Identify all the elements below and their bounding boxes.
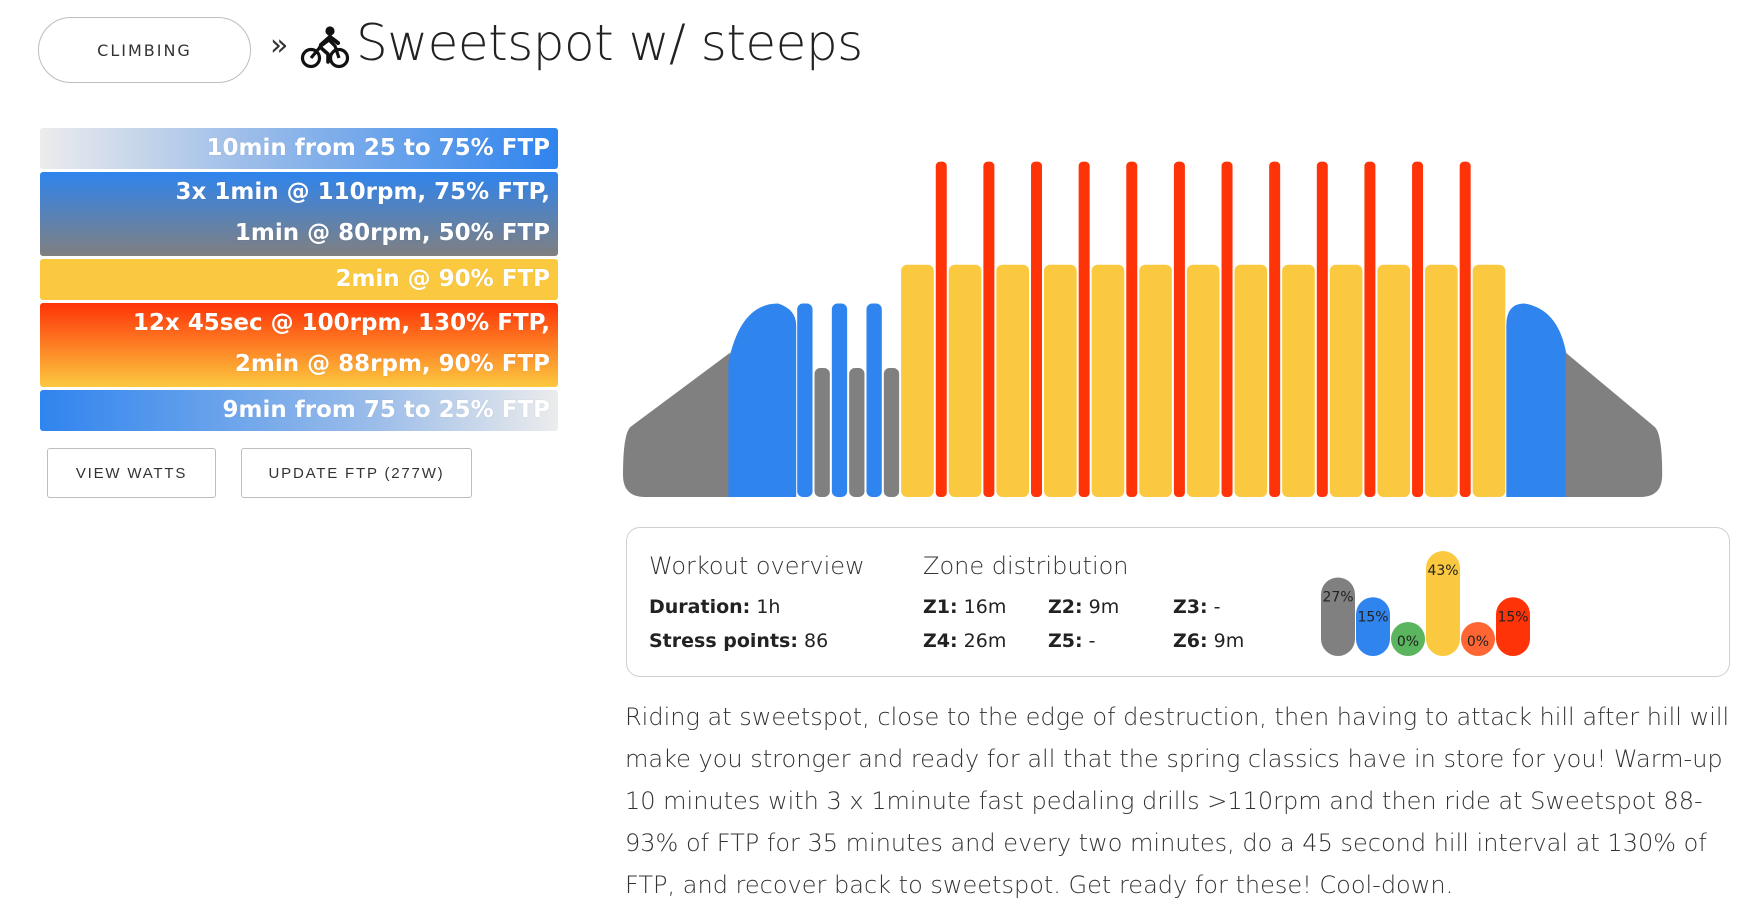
- zone-pill-label: 27%: [1322, 589, 1353, 605]
- zone-label: Z4:: [923, 630, 958, 652]
- interval-off-bar: [1282, 264, 1315, 497]
- workout-profile-chart: [623, 161, 1663, 497]
- interval-off-bar: [1377, 264, 1411, 497]
- duration-label: Duration:: [649, 596, 751, 618]
- interval-off-bar: [1472, 264, 1506, 497]
- category-climbing-button[interactable]: CLIMBING: [38, 17, 251, 83]
- zone-value: 16m: [963, 596, 1007, 618]
- interval-on-bar: [1031, 161, 1043, 497]
- zone-value: -: [1213, 596, 1221, 618]
- zone-z4: Z4: 26m: [923, 630, 1006, 652]
- zone-pill-z1: [1321, 577, 1355, 656]
- interval-off-bar: [1139, 264, 1172, 497]
- step-text: 1min @ 80rpm, 50% FTP: [234, 220, 550, 246]
- interval-off-bar: [1329, 264, 1363, 497]
- stress-value: 86: [804, 630, 829, 652]
- warmup-ramp-high: [728, 303, 797, 497]
- step-pedal-drills: 3x 1min @ 110rpm, 75% FTP, 1min @ 80rpm,…: [40, 172, 558, 256]
- interval-on-bar: [797, 303, 813, 497]
- interval-on-bar: [1173, 161, 1185, 497]
- step-text: 10min from 25 to 75% FTP: [206, 135, 551, 161]
- step-text: 12x 45sec @ 100rpm, 130% FTP,: [132, 310, 550, 336]
- interval-on-bar: [1269, 161, 1281, 497]
- interval-on-bar: [1126, 161, 1138, 497]
- workout-description: Riding at sweetspot, close to the edge o…: [625, 703, 1730, 899]
- interval-on-bar: [831, 303, 848, 497]
- zone-distribution-chart: 27%15%0%43%0%15%: [1321, 551, 1530, 656]
- interval-off-bar: [1234, 264, 1268, 497]
- interval-off-bar: [1044, 264, 1077, 497]
- interval-on-bar: [1221, 161, 1233, 497]
- step-text: 9min from 75 to 25% FTP: [222, 397, 551, 423]
- interval-on-bar: [1316, 161, 1328, 497]
- interval-on-bar: [1412, 161, 1424, 497]
- zone-pill-z5: [1461, 622, 1495, 656]
- stress-label: Stress points:: [649, 630, 798, 652]
- zone-pill-z2: [1356, 597, 1390, 656]
- zone-value: -: [1088, 630, 1096, 652]
- zone-z3: Z3: -: [1173, 596, 1221, 618]
- overview-title: Workout overview: [649, 552, 865, 580]
- update-ftp-button[interactable]: UPDATE FTP (277W): [241, 448, 472, 498]
- zone-pill-z6: [1496, 597, 1530, 656]
- interval-on-bar: [983, 161, 995, 497]
- zone-z1: Z1: 16m: [923, 596, 1006, 618]
- interval-off-bar: [948, 264, 982, 497]
- interval-off-bar: [1186, 264, 1220, 497]
- step-hill-intervals: 12x 45sec @ 100rpm, 130% FTP, 2min @ 88r…: [40, 303, 558, 387]
- zone-label: Z3:: [1173, 596, 1208, 618]
- interval-off-bar: [814, 368, 830, 497]
- zone-pill-label: 0%: [1467, 634, 1489, 650]
- zone-pill-label: 43%: [1427, 563, 1458, 579]
- zone-pill-label: 0%: [1397, 634, 1419, 650]
- interval-on-bar: [866, 303, 882, 497]
- zone-z6: Z6: 9m: [1173, 630, 1244, 652]
- zone-value: 9m: [1088, 596, 1120, 618]
- workout-overview-panel: Workout overview Duration: 1h Stress poi…: [626, 527, 1730, 677]
- zone-label: Z1:: [923, 596, 958, 618]
- steady-bar: [901, 264, 934, 497]
- warmup-ramp-low: [623, 352, 731, 497]
- step-warmup-ramp: 10min from 25 to 75% FTP: [40, 128, 558, 169]
- zone-label: Z5:: [1048, 630, 1083, 652]
- workout-title: Sweetspot w/ steeps: [356, 14, 863, 72]
- interval-on-bar: [935, 161, 947, 497]
- breadcrumb-separator: »: [270, 28, 289, 63]
- interval-off-bar: [996, 264, 1030, 497]
- zone-pill-z4: [1426, 551, 1460, 656]
- duration-row: Duration: 1h: [649, 596, 780, 618]
- zone-label: Z6:: [1173, 630, 1208, 652]
- interval-off-bar: [1425, 264, 1458, 497]
- step-text: 3x 1min @ 110rpm, 75% FTP,: [175, 179, 550, 205]
- zone-distribution-title: Zone distribution: [923, 552, 1129, 580]
- interval-on-bar: [1459, 161, 1471, 497]
- step-sweetspot: 2min @ 90% FTP: [40, 259, 558, 300]
- step-cooldown-ramp: 9min from 75 to 25% FTP: [40, 390, 558, 431]
- zone-pill-label: 15%: [1357, 609, 1388, 625]
- zone-z5: Z5: -: [1048, 630, 1096, 652]
- step-text: 2min @ 90% FTP: [335, 266, 550, 292]
- cooldown-ramp-low: [1565, 352, 1663, 497]
- zone-value: 26m: [963, 630, 1007, 652]
- zone-value: 9m: [1213, 630, 1245, 652]
- bike-rider-icon: [300, 26, 350, 69]
- interval-off-bar: [849, 368, 865, 497]
- zone-label: Z2:: [1048, 596, 1083, 618]
- duration-value: 1h: [756, 596, 781, 618]
- interval-off-bar: [883, 368, 900, 497]
- zone-z2: Z2: 9m: [1048, 596, 1119, 618]
- workout-steps-list: 10min from 25 to 75% FTP 3x 1min @ 110rp…: [40, 128, 558, 434]
- cooldown-ramp-high: [1506, 303, 1568, 497]
- zone-pill-label: 15%: [1497, 609, 1528, 625]
- interval-on-bar: [1364, 161, 1376, 497]
- step-text: 2min @ 88rpm, 90% FTP: [234, 351, 550, 377]
- stress-row: Stress points: 86: [649, 630, 828, 652]
- interval-off-bar: [1091, 264, 1125, 497]
- zone-pill-z3: [1391, 622, 1425, 656]
- view-watts-button[interactable]: VIEW WATTS: [47, 448, 216, 498]
- interval-on-bar: [1078, 161, 1090, 497]
